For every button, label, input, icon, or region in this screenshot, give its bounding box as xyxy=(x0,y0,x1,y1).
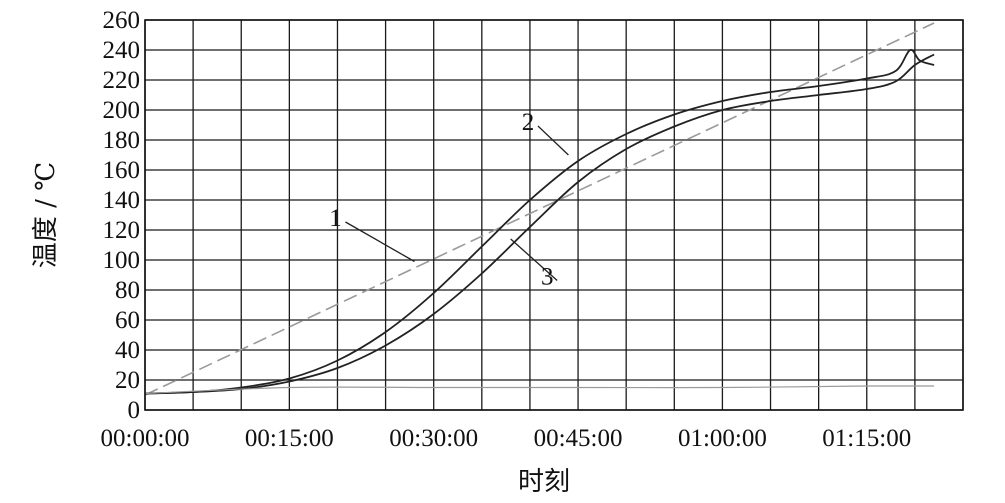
y-tick-label: 260 xyxy=(103,7,141,34)
x-tick-label: 00:00:00 xyxy=(101,425,190,452)
series-layer xyxy=(144,22,935,396)
y-tick-labels: 0 20 40 60 80 100 120 140 160 180 200 220 240 260 xyxy=(103,7,141,424)
x-tick-labels: 00:00:00 00:15:00 00:30:00 00:45:00 01:00:00… xyxy=(101,425,912,452)
series-line-1 xyxy=(144,22,935,396)
y-axis-title: 温度 / ℃ xyxy=(31,162,61,268)
annotation-label-1: 1 xyxy=(329,205,342,232)
y-tick-label: 160 xyxy=(103,157,141,184)
y-tick-label: 80 xyxy=(115,277,140,304)
y-tick-label: 40 xyxy=(115,337,140,364)
y-tick-label: 20 xyxy=(115,367,140,394)
annotation-label-2: 2 xyxy=(522,109,535,136)
y-tick-label: 100 xyxy=(103,247,141,274)
y-tick-label: 220 xyxy=(103,67,141,94)
annotation-label-3: 3 xyxy=(541,264,554,291)
x-tick-label: 00:15:00 xyxy=(245,425,334,452)
x-tick-label: 01:00:00 xyxy=(678,425,767,452)
y-tick-label: 120 xyxy=(103,217,141,244)
x-axis-title: 时刻 xyxy=(518,467,570,497)
x-tick-label: 00:45:00 xyxy=(534,425,623,452)
x-tick-label: 00:30:00 xyxy=(389,425,478,452)
annotations: 1 2 3 xyxy=(329,109,569,291)
plot-frame xyxy=(144,19,964,411)
y-tick-label: 180 xyxy=(103,127,141,154)
annotation-leader-1 xyxy=(345,221,415,263)
y-tick-label: 240 xyxy=(103,37,141,64)
x-tick-label: 01:15:00 xyxy=(822,425,911,452)
series-line-3 xyxy=(144,53,935,395)
series-line-ambient xyxy=(144,385,935,395)
y-tick-label: 200 xyxy=(103,97,141,124)
y-tick-label: 140 xyxy=(103,187,141,214)
y-tick-label: 60 xyxy=(115,307,140,334)
grid xyxy=(144,19,964,411)
annotation-leader-2 xyxy=(537,125,569,156)
series-line-2 xyxy=(144,48,935,395)
annotation-leader-3 xyxy=(510,238,558,281)
y-tick-label: 0 xyxy=(128,397,141,424)
